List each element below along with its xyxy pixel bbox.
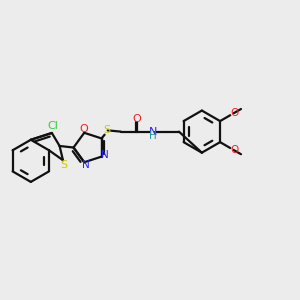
Text: O: O bbox=[230, 108, 238, 118]
Text: O: O bbox=[80, 124, 88, 134]
Text: O: O bbox=[230, 145, 238, 155]
Text: S: S bbox=[60, 160, 67, 170]
Text: H: H bbox=[149, 131, 157, 141]
Text: O: O bbox=[132, 114, 141, 124]
Text: N: N bbox=[101, 150, 109, 161]
Text: N: N bbox=[82, 160, 89, 170]
Text: S: S bbox=[103, 125, 110, 135]
Text: Cl: Cl bbox=[47, 121, 58, 131]
Text: N: N bbox=[149, 127, 157, 137]
